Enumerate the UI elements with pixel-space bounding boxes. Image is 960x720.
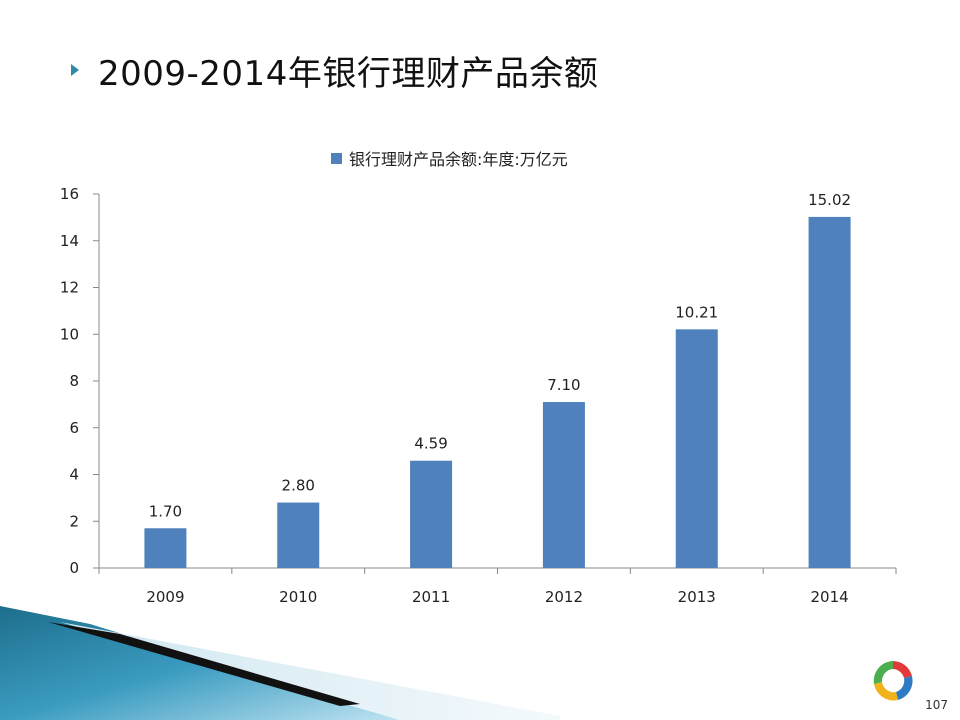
y-tick-label: 14: [60, 232, 79, 250]
chart-legend: 银行理财产品余额:年度:万亿元: [331, 146, 568, 170]
x-tick-label: 2014: [810, 588, 848, 606]
bar: [808, 216, 851, 568]
bar: [144, 528, 187, 568]
ring-logo-icon: [873, 661, 913, 701]
bar-data-label: 1.70: [149, 502, 182, 520]
bar: [675, 329, 718, 568]
y-tick-label: 12: [60, 279, 79, 297]
y-tick-label: 4: [69, 466, 79, 484]
x-tick-label: 2010: [279, 588, 317, 606]
y-tick-label: 10: [60, 325, 79, 343]
x-tick-label: 2013: [678, 588, 716, 606]
x-tick-label: 2012: [545, 588, 583, 606]
y-tick-label: 2: [69, 512, 79, 530]
x-tick-label: 2011: [412, 588, 450, 606]
legend-label: 银行理财产品余额:年度:万亿元: [349, 150, 568, 169]
bar: [277, 502, 320, 568]
bar: [410, 460, 453, 568]
triangle-bullet-icon: [68, 60, 82, 80]
bar-data-label: 15.02: [808, 191, 851, 209]
page-number: 107: [925, 698, 948, 712]
bar: [542, 402, 585, 568]
y-tick-label: 8: [69, 372, 79, 390]
y-tick-label: 6: [69, 419, 79, 437]
x-tick-label: 2009: [146, 588, 184, 606]
bar-data-label: 10.21: [675, 303, 718, 321]
y-tick-label: 0: [69, 559, 79, 577]
y-tick-label: 16: [60, 185, 79, 203]
slide-title: 2009-2014年银行理财产品余额: [98, 53, 599, 94]
bar-data-label: 2.80: [282, 477, 315, 495]
bar-data-label: 4.59: [414, 435, 447, 453]
legend-swatch: [331, 152, 342, 164]
slide-header: 2009-2014年银行理财产品余额: [68, 46, 598, 94]
bar-data-label: 7.10: [547, 376, 580, 394]
